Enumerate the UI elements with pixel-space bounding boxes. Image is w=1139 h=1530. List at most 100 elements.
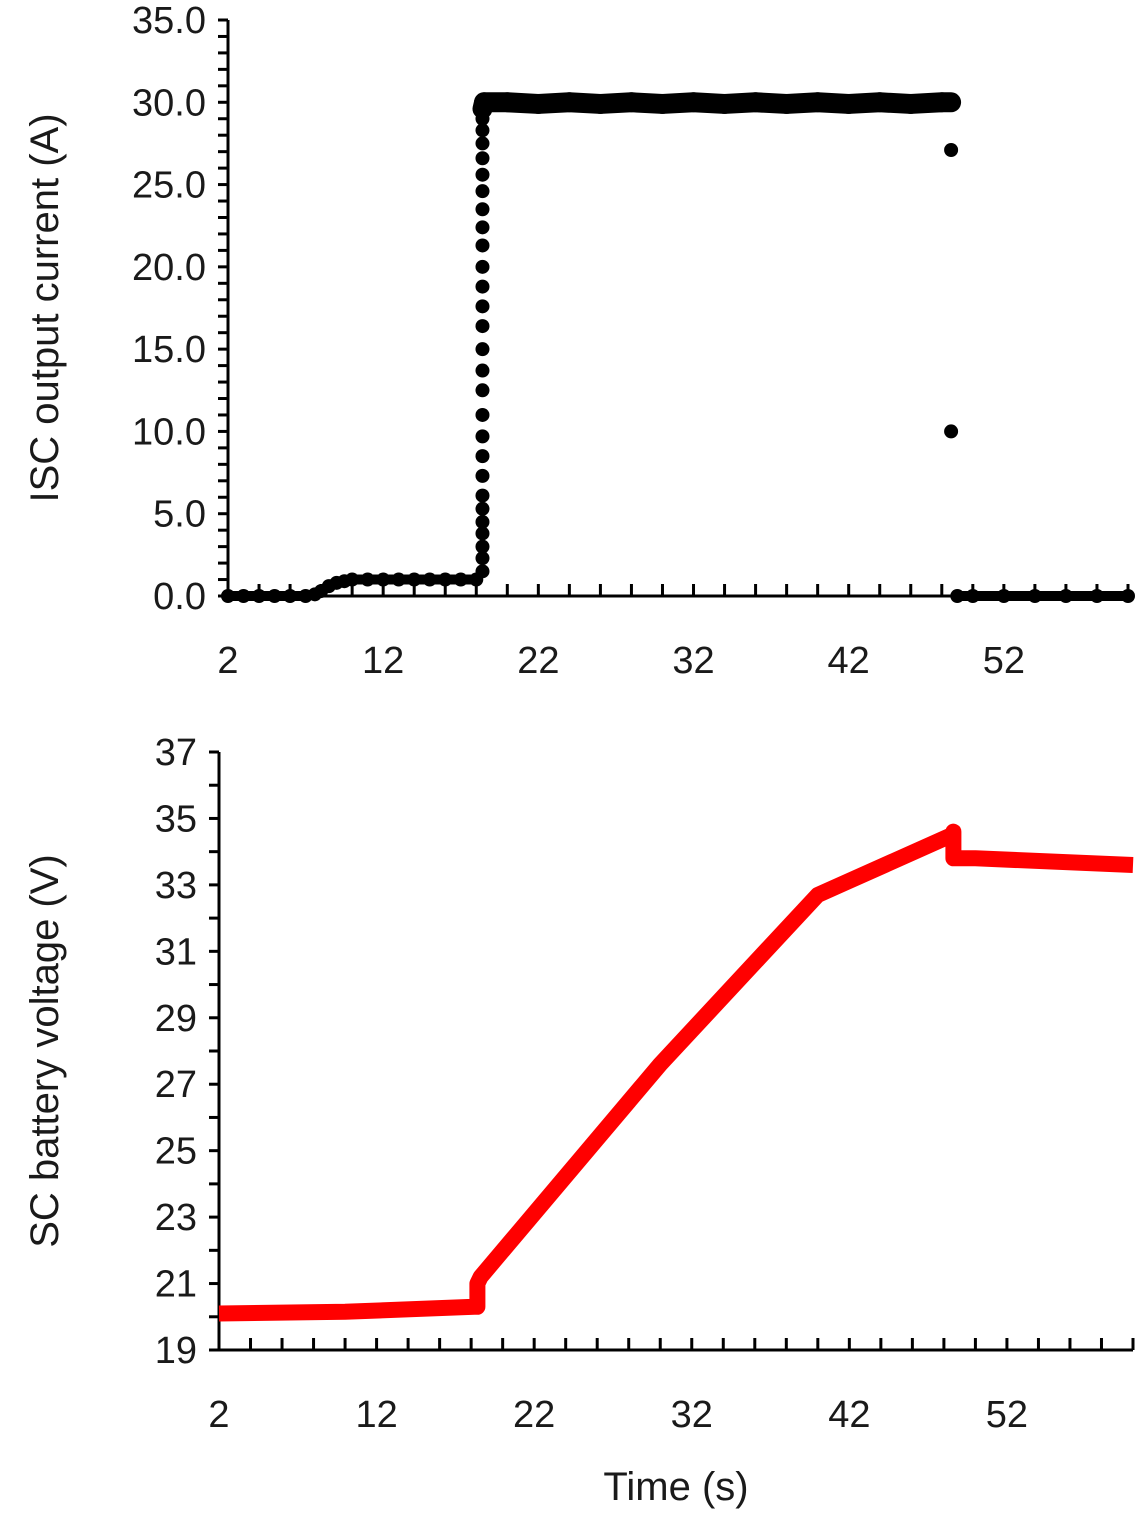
data-point (376, 572, 391, 587)
data-point (475, 123, 490, 138)
x-axis-title-time: Time (s) (603, 1465, 748, 1509)
data-point (475, 407, 490, 422)
data-point (345, 572, 360, 587)
data-point (453, 572, 468, 587)
y-tick-label: 33 (155, 865, 197, 907)
data-point (475, 564, 490, 579)
data-point (252, 589, 267, 603)
y-tick-label: 30.0 (132, 82, 206, 124)
data-point (477, 95, 492, 110)
data-point (391, 572, 406, 587)
data-point (475, 488, 490, 503)
data-point (475, 383, 490, 398)
y-tick-label: 15.0 (132, 329, 206, 371)
current-chart-axes: 0.0 5.0 10.0 15.0 20.0 25.0 30.0 35.0 2 12 22 32 42 5… (132, 0, 1130, 682)
data-point (748, 95, 763, 110)
y-tick-label: 25.0 (132, 165, 206, 207)
data-point (1121, 589, 1135, 603)
voltage-chart: SC battery voltage (V) Time (s) 19212325… (23, 732, 1135, 1509)
data-point (1027, 589, 1042, 603)
x-tick-label: 12 (362, 640, 404, 682)
x-tick-label: 32 (671, 1394, 713, 1436)
y-tick-label: 29 (155, 998, 197, 1040)
data-point (475, 136, 490, 151)
data-point (965, 589, 980, 603)
y-tick-label: 37 (155, 732, 197, 774)
data-point (475, 429, 490, 444)
x-tick-label: 32 (672, 640, 714, 682)
data-point (475, 151, 490, 166)
data-point (950, 589, 965, 603)
data-point (944, 143, 959, 158)
data-point (717, 96, 732, 111)
data-point (267, 589, 282, 603)
current-chart: ISC output current (A) 0.0 5.0 10.0 15.0 20.… (23, 0, 1135, 682)
y-tick-label: 35.0 (132, 0, 206, 42)
data-point (422, 572, 437, 587)
data-point (475, 468, 490, 483)
data-point (475, 501, 490, 516)
x-tick-label: 52 (986, 1394, 1028, 1436)
data-point (475, 299, 490, 314)
data-point (475, 363, 490, 378)
x-tick-label: 42 (828, 640, 870, 682)
x-tick-label: 12 (355, 1394, 397, 1436)
data-point (407, 572, 422, 587)
data-point (593, 96, 608, 111)
data-point (531, 96, 546, 111)
y-tick-label: 23 (155, 1197, 197, 1239)
data-point (500, 95, 515, 110)
data-point (475, 238, 490, 253)
data-point (475, 184, 490, 199)
data-point (810, 95, 825, 110)
data-point (475, 167, 490, 182)
y-tick-label: 21 (155, 1264, 197, 1306)
data-point (903, 96, 918, 111)
data-point (944, 95, 959, 110)
data-point (475, 220, 490, 235)
data-point (360, 572, 375, 587)
data-point (624, 95, 639, 110)
current-series (221, 92, 1135, 603)
data-point (475, 202, 490, 217)
data-point (779, 96, 794, 111)
data-point (996, 589, 1011, 603)
data-point (1058, 589, 1073, 603)
y-tick-label: 20.0 (132, 247, 206, 289)
data-point (475, 551, 490, 566)
data-point (475, 539, 490, 554)
data-point (283, 589, 298, 603)
data-point (562, 95, 577, 110)
data-point (475, 526, 490, 541)
voltage-series (218, 823, 1134, 1322)
data-point (475, 449, 490, 464)
y-axis-title-current: ISC output current (A) (23, 113, 67, 502)
y-tick-label: 27 (155, 1064, 197, 1106)
y-tick-label: 10.0 (132, 411, 206, 453)
x-tick-label: 2 (208, 1394, 229, 1436)
x-tick-label: 22 (513, 1394, 555, 1436)
y-tick-label: 31 (155, 931, 197, 973)
data-point (438, 572, 453, 587)
y-tick-label: 0.0 (153, 576, 206, 618)
y-tick-label: 5.0 (153, 494, 206, 536)
data-point (221, 589, 235, 603)
voltage-chart-axes: 19 21 23 25 27 29 31 33 35 37 2 12 22 32 42 52 (155, 732, 1135, 1436)
data-point (475, 259, 490, 274)
data-point (475, 514, 490, 529)
y-axis-title-voltage: SC battery voltage (V) (23, 854, 67, 1248)
y-tick-label: 25 (155, 1131, 197, 1173)
data-point (872, 95, 887, 110)
data-point (686, 95, 701, 110)
x-tick-label: 2 (217, 640, 238, 682)
data-point (475, 279, 490, 294)
data-point (841, 96, 856, 111)
data-point (475, 111, 490, 126)
data-point (236, 589, 251, 603)
data-point (475, 342, 490, 357)
data-point (944, 424, 959, 439)
data-point (655, 96, 670, 111)
data-point (1089, 589, 1104, 603)
voltage-line (218, 823, 1134, 1322)
